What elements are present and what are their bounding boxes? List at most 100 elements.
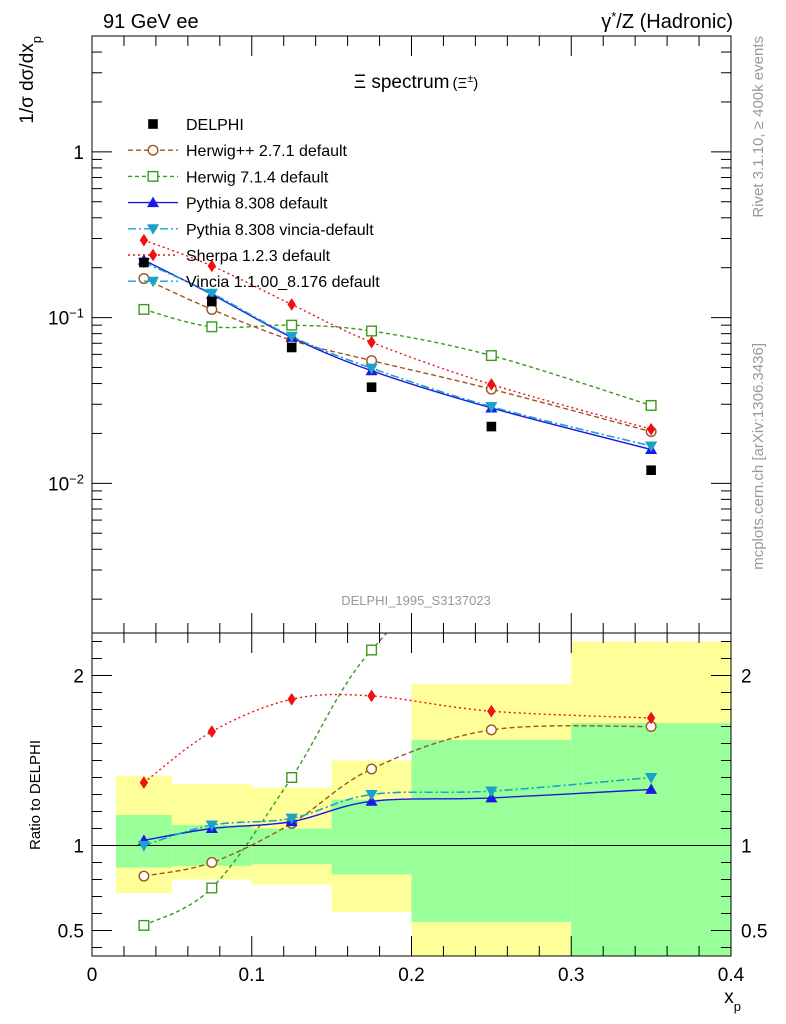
main-point-sherpa-1-2-3-default-5 — [646, 422, 656, 436]
ratio-point-vincia-1-1-00-8-176-default-0 — [137, 841, 150, 852]
main-point-delphi-1 — [207, 296, 217, 307]
legend-label: Pythia 8.308 vincia-default — [186, 222, 374, 239]
main-line-herwig-2-7-1-default — [143, 277, 652, 433]
ratio-point-herwig-7-1-4-default-0 — [138, 919, 150, 931]
main-point-delphi-2 — [286, 342, 297, 353]
legend-entry-herwig-2-7-1-default: Herwig++ 2.7.1 default — [128, 143, 348, 160]
legend-entry-pythia-8-308-vincia-default: Pythia 8.308 vincia-default — [128, 222, 374, 239]
legend-entry-pythia-8-308-default: Pythia 8.308 default — [128, 196, 328, 213]
main-point-herwig-7-1-4-default-0 — [138, 303, 150, 315]
ratio-line-herwig-2-7-1-default — [143, 725, 652, 877]
ratio-y-tick-label-right: 2 — [741, 667, 752, 688]
legend-entry-delphi: DELPHI — [148, 117, 244, 134]
ratio-point-sherpa-1-2-3-default-1 — [207, 725, 217, 738]
x-tick-label: 0.4 — [718, 965, 745, 986]
legend-label: Vincia 1.1.00_8.176 default — [186, 274, 380, 291]
main-point-sherpa-1-2-3-default-3 — [367, 335, 376, 349]
main-point-delphi-5 — [646, 465, 656, 475]
ratio-point-sherpa-1-2-3-default-5 — [646, 711, 656, 725]
ratio-point-herwig-7-1-4-default-2 — [286, 772, 298, 784]
main-y-axis-label: 1/σ dσ/dxp — [17, 36, 44, 124]
ratio-y-tick-label-right: 0.5 — [741, 922, 767, 943]
main-title: Ξ spectrum (Ξ±) — [354, 72, 479, 93]
ratio-point-pythia-8-308-default-3 — [365, 795, 378, 806]
main-point-herwig-7-1-4-default-2 — [286, 319, 298, 331]
ratio-point-herwig-2-7-1-default-4 — [485, 724, 497, 736]
main-point-delphi-3 — [366, 382, 377, 393]
legend-label: Herwig++ 2.7.1 default — [186, 143, 348, 160]
header-right: γ*/Z (Hadronic) — [601, 9, 733, 34]
main-point-vincia-1-1-00-8-176-default-3 — [365, 363, 378, 375]
ratio-band-green — [251, 828, 332, 865]
legend: DELPHI Herwig++ 2.7.1 default Herwig 7.1.4… — [128, 117, 380, 291]
ratio-panel: 0.5 0.51 12 20 0.1 0.2 0.3 0.4 Ratio to DELPHI … — [27, 552, 767, 1014]
header-right-sup: * — [611, 9, 616, 24]
ratio-point-pythia-8-308-default-5 — [645, 783, 658, 794]
x-tick-label: 0 — [87, 965, 98, 986]
ratio-axes: 0.5 0.5 1 1 2 2 0 0.1 0.2 0.3 0.4 — [58, 633, 767, 986]
ratio-point-vincia-1-1-00-8-176-default-3 — [365, 790, 378, 801]
ratio-point-herwig-7-1-4-default-1 — [206, 882, 218, 894]
ratio-point-vincia-1-1-00-8-176-default-2 — [285, 813, 298, 825]
main-point-sherpa-1-2-3-default-4 — [487, 378, 496, 391]
main-point-sherpa-1-2-3-default-0 — [139, 233, 149, 247]
x-axis-label: xp — [724, 987, 741, 1014]
ratio-point-herwig-7-1-4-default-5 — [646, 620, 656, 630]
main-point-vincia-1-1-00-8-176-default-4 — [485, 402, 498, 413]
main-y-tick-label: 1 — [73, 143, 84, 164]
main-point-delphi-0 — [139, 257, 149, 268]
main-point-herwig-7-1-4-default-1 — [206, 321, 218, 333]
legend-marker — [148, 248, 158, 262]
ratio-frame — [91, 632, 732, 957]
x-tick-label: 0.1 — [239, 965, 265, 986]
ratio-band-green — [411, 740, 572, 922]
main-point-vincia-1-1-00-8-176-default-5 — [645, 441, 658, 452]
main-line-vincia-1-1-00-8-176-default — [143, 261, 652, 447]
ratio-point-herwig-2-7-1-default-1 — [206, 857, 218, 869]
ratio-point-sherpa-1-2-3-default-3 — [367, 689, 376, 703]
ratio-point-herwig-7-1-4-default-3 — [366, 644, 378, 656]
legend-marker — [147, 170, 159, 182]
x-tick-label: 0.3 — [558, 965, 584, 986]
ratio-marks — [137, 552, 658, 931]
main-watermark: DELPHI_1995_S3137023 — [341, 593, 491, 608]
ratio-point-herwig-2-7-1-default-0 — [138, 870, 150, 882]
legend-marker — [147, 196, 159, 208]
main-point-sherpa-1-2-3-default-2 — [287, 298, 296, 311]
legend-label: Herwig 7.1.4 default — [186, 169, 329, 186]
ratio-band-green — [571, 723, 731, 956]
ratio-y-tick-label: 0.5 — [58, 922, 84, 943]
legend-marker — [148, 119, 158, 129]
main-line-sherpa-1-2-3-default — [143, 239, 652, 430]
ratio-y-axis-label: Ratio to DELPHI — [27, 740, 44, 850]
main-point-sherpa-1-2-3-default-1 — [207, 259, 217, 273]
legend-label: Sherpa 1.2.3 default — [186, 248, 331, 265]
ratio-point-sherpa-1-2-3-default-4 — [487, 704, 496, 718]
main-y-tick-label: 10−2 — [48, 471, 84, 496]
main-point-herwig-7-1-4-default-4 — [485, 350, 497, 362]
legend-entry-herwig-7-1-4-default: Herwig 7.1.4 default — [128, 169, 329, 186]
legend-marker — [147, 144, 159, 156]
side-label-top: Rivet 3.1.10, ≥ 400k events — [750, 36, 767, 218]
main-point-delphi-4 — [486, 421, 497, 432]
x-tick-label: 0.2 — [398, 965, 424, 986]
header-left: 91 GeV ee — [103, 11, 199, 33]
ratio-point-vincia-1-1-00-8-176-default-1 — [205, 820, 218, 832]
main-point-herwig-7-1-4-default-3 — [366, 325, 378, 337]
ratio-point-herwig-7-1-4-default-4 — [487, 552, 497, 562]
legend-entry-vincia-1-1-00-8-176-default: Vincia 1.1.00_8.176 default — [128, 274, 380, 291]
ratio-point-sherpa-1-2-3-default-0 — [139, 776, 149, 789]
ratio-band-green — [331, 799, 412, 875]
legend-entry-sherpa-1-2-3-default: Sherpa 1.2.3 default — [128, 248, 331, 265]
side-label-bottom: mcplots.cern.ch [arXiv:1306.3436] — [750, 343, 767, 570]
legend-marker — [147, 276, 159, 288]
ratio-point-vincia-1-1-00-8-176-default-4 — [485, 786, 498, 798]
legend-label: Pythia 8.308 default — [186, 196, 328, 213]
ratio-y-tick-label: 1 — [73, 837, 84, 858]
main-y-tick-label: 10−1 — [48, 305, 84, 330]
ratio-y-tick-label: 2 — [73, 667, 84, 688]
ratio-point-vincia-1-1-00-8-176-default-5 — [645, 773, 658, 784]
ratio-y-tick-label-right: 1 — [741, 837, 752, 858]
legend-marker — [147, 224, 159, 235]
